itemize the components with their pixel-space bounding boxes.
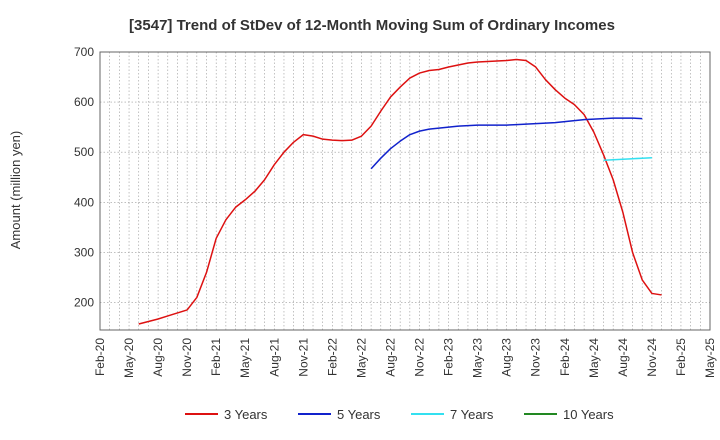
y-tick-label: 500: [74, 145, 94, 159]
x-tick-label: May-21: [238, 338, 252, 378]
x-tick-label: Nov-24: [645, 338, 659, 377]
series-line: [370, 117, 643, 170]
x-tick-label: May-20: [122, 338, 136, 378]
series-lines: [138, 58, 662, 325]
y-tick-label: 700: [74, 45, 94, 59]
legend: 3 Years 5 Years 7 Years 10 Years: [185, 407, 614, 422]
y-tick-label: 300: [74, 245, 94, 259]
x-tick-label: Aug-24: [616, 338, 630, 377]
y-tick-label: 200: [74, 295, 94, 309]
legend-label: 3 Years: [224, 407, 268, 422]
x-tick-label: Aug-21: [267, 338, 281, 377]
y-tick-label: 400: [74, 195, 94, 209]
x-tick-label: Feb-20: [93, 338, 107, 376]
legend-label: 7 Years: [450, 407, 494, 422]
y-tick-labels: 200 300 400 500 600 700: [74, 45, 94, 309]
x-tick-label: Nov-20: [180, 338, 194, 377]
series-line: [138, 58, 662, 325]
x-tick-label: May-24: [587, 338, 601, 378]
x-tick-label: May-25: [703, 338, 717, 378]
x-tick-label: Nov-21: [296, 338, 310, 377]
x-tick-label: May-23: [471, 338, 485, 378]
x-tick-label: Aug-23: [500, 338, 514, 377]
x-tick-label: Feb-25: [674, 338, 688, 376]
x-tick-label: Aug-20: [151, 338, 165, 377]
x-tick-label: Feb-24: [558, 338, 572, 376]
x-tick-label: Aug-22: [383, 338, 397, 377]
x-tick-label: Feb-21: [209, 338, 223, 376]
legend-label: 10 Years: [563, 407, 614, 422]
x-tick-label: Nov-23: [529, 338, 543, 377]
grid: [100, 51, 710, 330]
x-tick-label: Feb-23: [442, 338, 456, 376]
y-axis-label: Amount (million yen): [8, 131, 23, 250]
x-tick-labels: Feb-20 May-20 Aug-20 Nov-20 Feb-21 May-21 Aug-…: [93, 338, 717, 378]
x-tick-label: Feb-22: [325, 338, 339, 376]
x-tick-label: May-22: [354, 338, 368, 378]
series-line: [603, 156, 652, 161]
y-tick-label: 600: [74, 95, 94, 109]
chart-title: [3547] Trend of StDev of 12-Month Moving…: [129, 17, 615, 34]
legend-label: 5 Years: [337, 407, 381, 422]
x-tick-label: Nov-22: [413, 338, 427, 377]
plot-area-border: [99, 51, 711, 331]
